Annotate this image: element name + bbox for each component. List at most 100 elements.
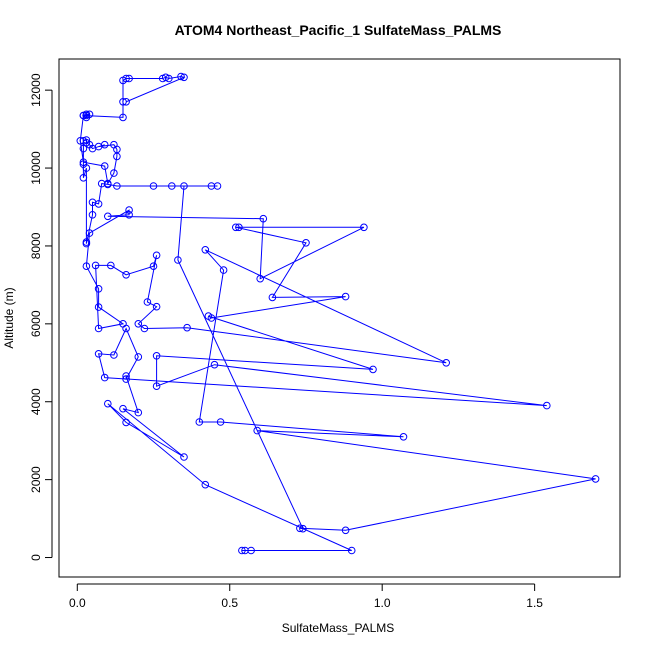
chart-title: ATOM4 Northeast_Pacific_1 SulfateMass_PA…: [175, 22, 502, 38]
y-axis-label: Altitude (m): [2, 287, 16, 348]
data-point: [149, 262, 158, 271]
data-point: [168, 182, 176, 190]
data-point: [268, 293, 277, 302]
series-line: [79, 75, 596, 551]
series-layer: [76, 72, 600, 555]
data-point: [110, 169, 118, 177]
data-point: [85, 229, 94, 237]
data-point: [94, 350, 103, 358]
x-tick-label: 0.5: [221, 596, 238, 610]
y-tick-label: 6000: [29, 310, 43, 337]
data-point: [177, 72, 185, 81]
data-point: [79, 174, 88, 182]
data-point: [341, 526, 350, 535]
data-point: [94, 303, 103, 311]
data-point: [341, 292, 350, 301]
data-point: [259, 214, 268, 223]
data-point: [256, 274, 265, 283]
data-point: [122, 271, 130, 279]
data-point: [591, 475, 600, 483]
data-point: [122, 375, 130, 383]
data-point: [152, 302, 161, 311]
data-point: [79, 144, 88, 153]
data-point: [104, 179, 112, 188]
y-tick-label: 8000: [29, 232, 43, 259]
data-point: [79, 158, 88, 166]
data-point: [94, 285, 103, 293]
data-point: [152, 251, 161, 260]
data-point: [119, 320, 127, 328]
data-point: [543, 401, 551, 410]
data-point: [122, 98, 130, 106]
data-point: [180, 453, 188, 461]
data-point: [165, 74, 173, 83]
data-point: [180, 182, 188, 190]
data-point: [347, 546, 356, 555]
data-point: [201, 480, 210, 489]
data-point: [104, 399, 112, 408]
data-point: [213, 182, 222, 190]
data-point: [79, 111, 88, 120]
data-point: [122, 74, 130, 83]
y-tick-label: 12000: [29, 73, 43, 107]
data-point: [140, 324, 149, 333]
x-tick-label: 1.0: [374, 596, 391, 610]
data-point: [399, 433, 408, 441]
data-point: [299, 524, 307, 533]
data-point: [82, 262, 91, 271]
data-point: [119, 113, 127, 122]
x-axis: 0.0 0.5 1.0 1.5: [69, 583, 543, 610]
data-point: [360, 223, 368, 232]
data-point: [216, 418, 225, 426]
data-point: [247, 546, 255, 555]
data-point: [113, 152, 121, 161]
data-point: [94, 142, 103, 151]
data-point: [119, 404, 127, 413]
data-point: [302, 239, 310, 247]
y-tick-label: 0: [29, 554, 43, 561]
x-axis-label: SulfateMass_PALMS: [282, 621, 395, 635]
data-point: [82, 238, 91, 246]
data-point: [296, 524, 304, 533]
data-point: [253, 426, 262, 435]
data-point: [79, 160, 88, 168]
data-point: [113, 182, 121, 190]
data-point: [125, 211, 133, 219]
data-point: [149, 182, 158, 190]
data-point: [104, 212, 112, 221]
data-point: [152, 382, 161, 391]
x-tick-label: 1.5: [526, 596, 543, 610]
y-tick-label: 2000: [29, 466, 43, 493]
data-point: [88, 211, 97, 219]
data-point: [201, 246, 210, 254]
data-point: [232, 223, 240, 232]
data-point: [207, 314, 216, 322]
data-point: [76, 137, 85, 145]
data-point: [442, 359, 451, 367]
data-point: [143, 298, 152, 306]
plot-area: [58, 58, 621, 578]
data-point: [100, 162, 109, 170]
data-point: [238, 546, 246, 555]
data-point: [91, 261, 100, 270]
data-point: [180, 73, 188, 82]
data-point: [195, 418, 204, 426]
data-point: [369, 365, 377, 374]
data-point: [174, 256, 182, 264]
data-point: [94, 324, 103, 333]
y-axis: 0 2000 4000 6000 8000 10000 12000: [29, 73, 53, 561]
data-point: [134, 320, 143, 328]
data-point: [125, 74, 133, 83]
data-point: [100, 373, 109, 382]
data-point: [110, 351, 118, 359]
data-point: [152, 352, 161, 360]
data-point: [122, 418, 130, 427]
data-point: [125, 206, 133, 214]
y-tick-label: 4000: [29, 388, 43, 415]
data-point: [119, 98, 127, 106]
data-point: [219, 266, 228, 274]
data-point: [183, 323, 191, 332]
y-tick-label: 10000: [29, 151, 43, 185]
data-point: [107, 261, 115, 270]
